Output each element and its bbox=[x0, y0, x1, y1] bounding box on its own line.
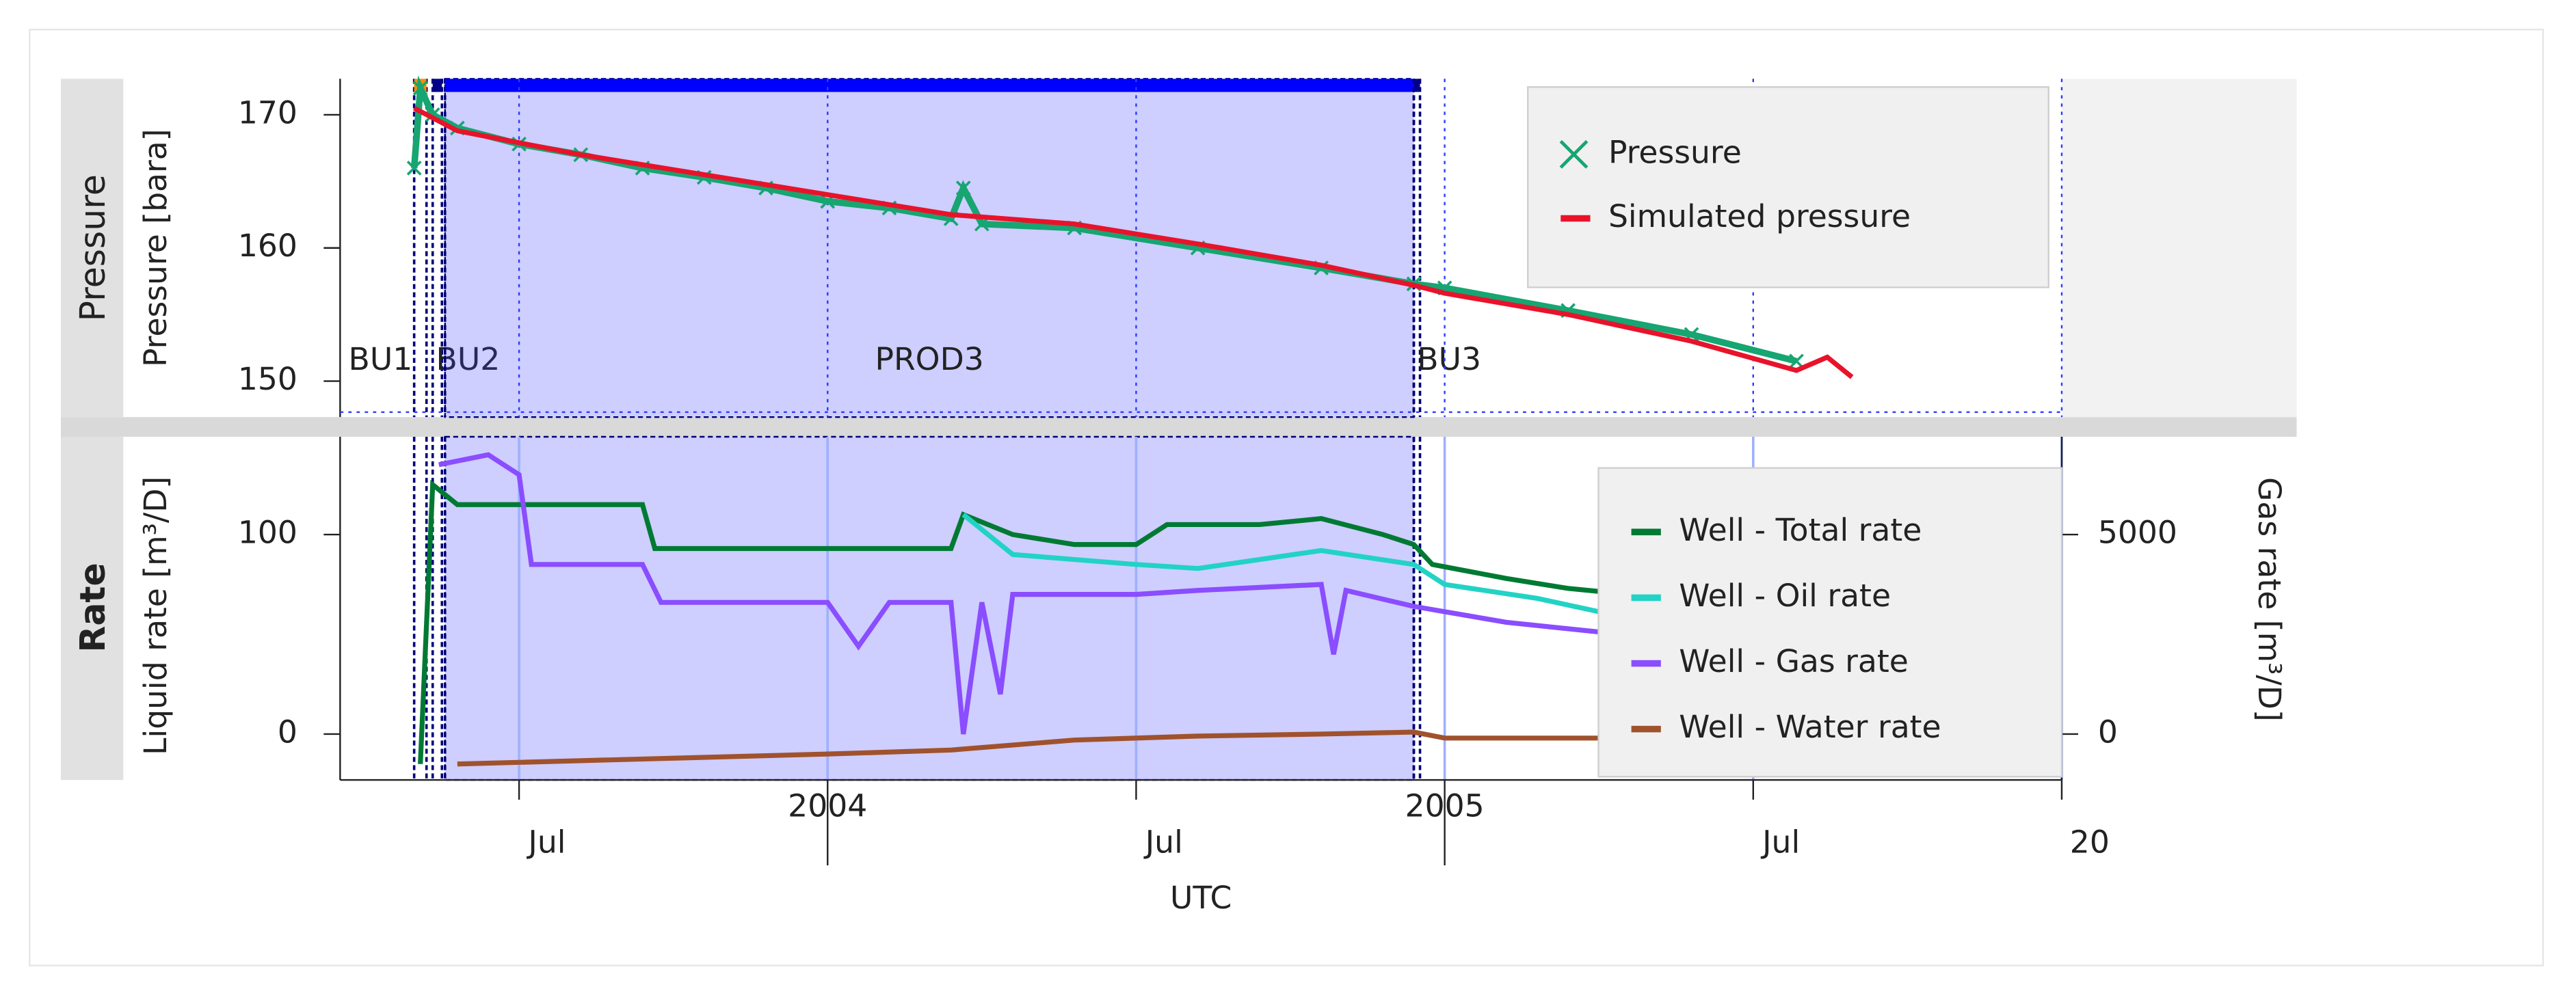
marker bbox=[1789, 353, 1804, 369]
series-line bbox=[412, 105, 1854, 379]
pressure-tab bbox=[60, 79, 124, 418]
marker bbox=[412, 81, 428, 96]
y2-axis-label: Gas rate [m³/D] bbox=[2251, 477, 2287, 722]
rate-tab bbox=[60, 437, 124, 781]
series-line bbox=[457, 729, 1661, 767]
period-bar bbox=[444, 79, 1414, 92]
y-tick-label: 150 bbox=[238, 361, 297, 397]
x-tick-label: 20 bbox=[2070, 824, 2110, 860]
series-line bbox=[418, 479, 1662, 764]
panel-title: Pressure bbox=[72, 174, 113, 321]
legend-label: Pressure bbox=[1608, 134, 1742, 170]
y2-tick-label: 0 bbox=[2098, 714, 2118, 750]
x-tick-label: Jul bbox=[1760, 824, 1800, 860]
period-label: BU1 bbox=[349, 341, 413, 377]
y-tick-label: 100 bbox=[238, 515, 297, 551]
period-bar bbox=[1413, 79, 1420, 92]
y-axis-label: Liquid rate [m³/D] bbox=[137, 476, 174, 755]
legend-label: Well - Gas rate bbox=[1679, 643, 1909, 679]
x-tick-label: 2005 bbox=[1405, 787, 1485, 824]
legend-label: Simulated pressure bbox=[1608, 198, 1911, 234]
series-line bbox=[961, 513, 1662, 627]
x-tick-label: 2004 bbox=[788, 787, 867, 824]
period-label: PROD3 bbox=[875, 341, 983, 377]
y-tick-label: 160 bbox=[238, 228, 297, 264]
y2-tick-label: 5000 bbox=[2098, 515, 2177, 551]
marker bbox=[955, 180, 971, 195]
y-tick-label: 170 bbox=[238, 94, 297, 131]
legend-box bbox=[1597, 467, 2063, 778]
legend-label: Well - Total rate bbox=[1679, 512, 1922, 548]
period-label: BU3 bbox=[1417, 341, 1481, 377]
panel-title: Rate bbox=[72, 563, 113, 652]
legend-label: Well - Oil rate bbox=[1679, 578, 1891, 614]
y-axis-label: Pressure [bara] bbox=[137, 129, 174, 367]
x-tick-label: Jul bbox=[526, 824, 566, 860]
period-label: BU2 bbox=[436, 341, 501, 377]
legend-label: Well - Water rate bbox=[1679, 709, 1941, 745]
y-tick-label: 0 bbox=[278, 714, 297, 750]
period-shade bbox=[444, 435, 1415, 781]
x-tick-label: Jul bbox=[1143, 824, 1183, 860]
marker bbox=[406, 160, 422, 176]
series-line bbox=[438, 452, 1661, 735]
period-bar bbox=[432, 79, 442, 92]
panel-separator bbox=[60, 417, 2297, 437]
legend-marker bbox=[1559, 139, 1589, 169]
right-margin bbox=[2061, 79, 2297, 418]
period-shade bbox=[444, 78, 1415, 418]
x-axis-label: UTC bbox=[1170, 880, 1232, 916]
legend-box bbox=[1527, 86, 2049, 288]
